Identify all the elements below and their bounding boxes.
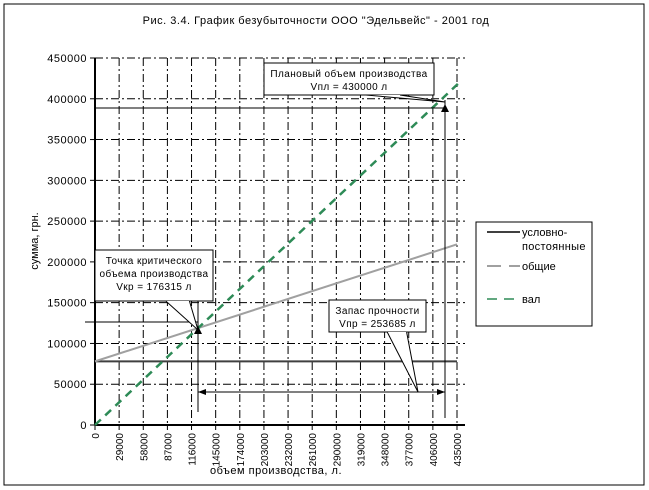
legend-label: постоянные [522,241,586,253]
y-tick-label: 50000 [54,379,87,391]
break-even-annotation-pointer [165,300,199,332]
y-axis-label: сумма, грн. [29,212,41,270]
x-tick-label: 29000 [115,433,126,461]
safety-margin-annotation-box [328,299,427,333]
arrow-head-right [437,389,445,395]
x-tick-label: 232000 [284,433,295,467]
y-tick-label: 400000 [47,94,87,106]
chart-title: Рис. 3.4. График безубыточности ООО "Эде… [143,15,490,27]
plan-marker [441,104,449,112]
break-even-annotation-text: Vкр = 176315 л [116,282,192,293]
y-tick-label: 200000 [47,257,87,269]
x-tick-label: 435000 [453,433,464,467]
plan-annotation-box [263,62,435,96]
plan-annotation-pointer [365,94,446,103]
y-tick-label: 0 [80,420,87,432]
legend-box [475,221,593,327]
series-line-1 [94,243,458,363]
x-tick-label: 116000 [188,433,199,466]
plan-annotation-text: Vпл = 430000 л [311,82,388,93]
y-tick-label: 300000 [47,175,87,187]
x-tick-label: 145000 [212,433,223,467]
x-tick-label: 174000 [236,433,247,467]
x-tick-label: 87000 [163,433,174,461]
y-tick-label: 450000 [47,53,87,65]
plan-annotation-text: Плановый объем производства [270,68,427,80]
y-tick-label: 250000 [47,216,87,228]
break-even-annotation-text: объема производства [99,268,208,280]
safety-margin-annotation-text: Запас прочности [335,306,419,317]
x-tick-label: 406000 [429,433,440,467]
legend-label: условно- [522,227,568,239]
legend-label: вал [522,294,540,306]
break-even-annotation-text: Точка критического [106,256,203,267]
y-tick-label: 150000 [47,298,87,310]
safety-margin-annotation-pointer [386,331,419,393]
x-tick-label: 0 [91,433,102,439]
x-tick-label: 58000 [139,433,150,461]
x-tick-label: 290000 [332,433,343,467]
x-axis-label: объем производства, л. [210,465,342,477]
x-tick-label: 319000 [356,433,367,467]
x-tick-label: 261000 [308,433,319,467]
arrow-head-left [198,389,206,395]
outer-frame [3,3,645,486]
safety-margin-annotation-text: Vпр = 253685 л [339,319,416,330]
y-tick-label: 100000 [47,338,87,350]
y-tick-label: 350000 [47,135,87,147]
x-tick-label: 377000 [405,433,416,467]
break-even-annotation-box [94,249,214,302]
x-tick-label: 203000 [260,433,271,467]
legend-label: общие [522,261,556,273]
x-tick-label: 348000 [381,433,392,467]
